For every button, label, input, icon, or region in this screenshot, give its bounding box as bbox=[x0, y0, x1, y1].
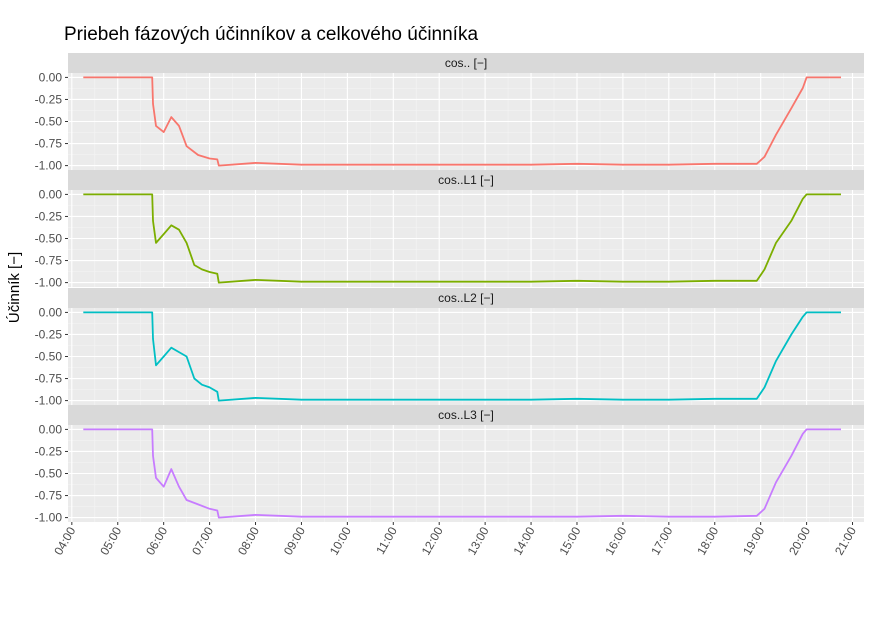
x-tick-label: 11:00 bbox=[373, 524, 400, 557]
y-tick-label: -0.50 bbox=[35, 350, 63, 364]
y-tick-label: -0.25 bbox=[35, 92, 63, 106]
facet-strip bbox=[68, 288, 864, 308]
y-tick-label: 0.00 bbox=[39, 422, 63, 436]
y-tick-label: -0.50 bbox=[35, 232, 63, 246]
x-tick-label: 10:00 bbox=[327, 524, 354, 557]
y-tick-label: -0.25 bbox=[35, 209, 63, 223]
facet-strip bbox=[68, 53, 864, 73]
x-tick-label: 08:00 bbox=[235, 524, 262, 557]
y-tick-label: -0.25 bbox=[35, 444, 63, 458]
y-tick-label: 0.00 bbox=[39, 305, 63, 319]
facet-panel-1: cos.. [−] 0.00 -0.25 -0.50 -0.75 -1.00 bbox=[35, 53, 864, 173]
x-tick-label: 13:00 bbox=[465, 524, 492, 557]
facet-strip-label: cos.. [−] bbox=[445, 56, 487, 70]
x-tick-label: 05:00 bbox=[97, 524, 124, 557]
facet-strip bbox=[68, 405, 864, 425]
y-tick-label: -0.75 bbox=[35, 254, 63, 268]
y-tick-label: -1.00 bbox=[35, 394, 63, 408]
facet-panel-3: cos..L2 [−] 0.00 -0.25 -0.50 -0.75 -1.00 bbox=[35, 288, 864, 408]
facet-strip-label: cos..L2 [−] bbox=[438, 291, 494, 305]
x-tick-label: 07:00 bbox=[189, 524, 216, 557]
x-tick-label: 14:00 bbox=[511, 524, 538, 557]
x-tick-label: 12:00 bbox=[419, 524, 446, 557]
x-tick-label: 16:00 bbox=[602, 524, 629, 557]
x-tick-label: 21:00 bbox=[832, 524, 859, 557]
facet-strip-label: cos..L1 [−] bbox=[438, 173, 494, 187]
y-tick-label: 0.00 bbox=[39, 187, 63, 201]
series-line-4 bbox=[83, 428, 841, 519]
x-tick-label: 18:00 bbox=[694, 524, 721, 557]
y-tick-label: 0.00 bbox=[39, 70, 63, 84]
y-tick-label: -0.75 bbox=[35, 137, 63, 151]
y-tick-label: -0.50 bbox=[35, 115, 63, 129]
x-tick-label: 17:00 bbox=[648, 524, 675, 557]
series-line-1 bbox=[83, 76, 841, 167]
x-tick-label: 04:00 bbox=[51, 524, 78, 557]
y-tick-label: -0.75 bbox=[35, 372, 63, 386]
y-tick-label: -0.75 bbox=[35, 489, 63, 503]
x-tick-label: 15:00 bbox=[556, 524, 583, 557]
y-tick-label: -1.00 bbox=[35, 159, 63, 173]
x-tick-label: 19:00 bbox=[740, 524, 767, 557]
y-axis-label: Účinník [−] bbox=[6, 252, 23, 323]
facet-strip-label: cos..L3 [−] bbox=[438, 408, 494, 422]
x-tick-label: 09:00 bbox=[281, 524, 308, 557]
y-tick-label: -1.00 bbox=[35, 511, 63, 525]
y-tick-label: -1.00 bbox=[35, 276, 63, 290]
series-line-2 bbox=[83, 193, 841, 284]
x-tick-label: 06:00 bbox=[143, 524, 170, 557]
x-tick-label: 20:00 bbox=[786, 524, 813, 557]
x-axis: 04:00 05:00 06:00 07:00 08:00 09:00 10:00 11:00… bbox=[51, 522, 859, 558]
y-tick-label: -0.50 bbox=[35, 467, 63, 481]
series-line-3 bbox=[83, 311, 841, 402]
facet-panel-4: cos..L3 [−] 0.00 -0.25 -0.50 -0.75 -1.00 bbox=[35, 405, 864, 525]
facet-strip bbox=[68, 170, 864, 190]
y-tick-label: -0.25 bbox=[35, 327, 63, 341]
chart-title: Priebeh fázových účinníkov a celkového ú… bbox=[64, 24, 479, 45]
facet-panel-2: cos..L1 [−] 0.00 -0.25 -0.50 -0.75 -1.00 bbox=[35, 170, 864, 290]
